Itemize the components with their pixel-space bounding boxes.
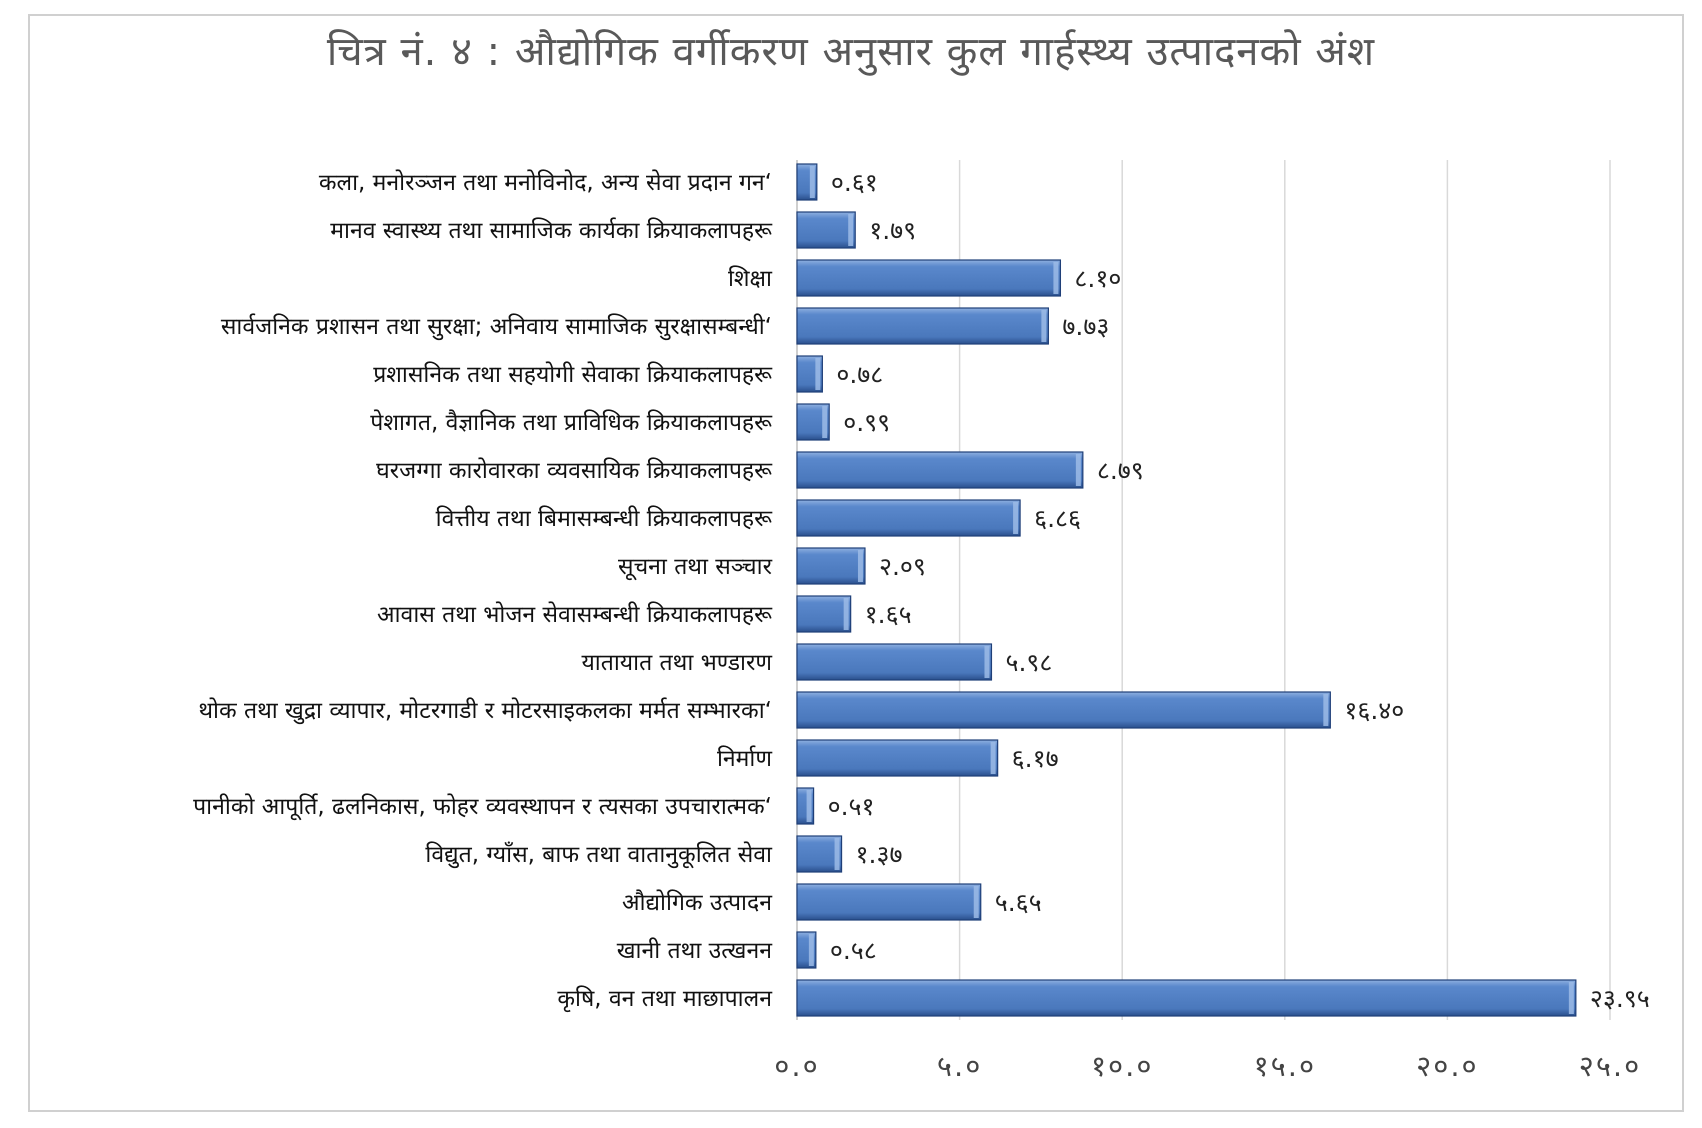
- bar-bevel: [1323, 694, 1329, 726]
- bar-group: [796, 643, 993, 681]
- category-label: थोक तथा खुद्रा व्यापार, मोटरगाडी र मोटरस…: [198, 697, 772, 725]
- bar-group: [796, 739, 999, 777]
- bar-bevel: [834, 838, 840, 870]
- data-label: ८.७९: [1097, 456, 1144, 485]
- bar-bevel: [990, 742, 996, 774]
- data-label: २.०९: [879, 552, 926, 581]
- bar-group: [796, 691, 1331, 729]
- bar-bevel: [973, 886, 979, 918]
- data-label: १.३७: [856, 840, 903, 869]
- gridlines: [796, 160, 1611, 1020]
- category-label: सूचना तथा सञ्चार: [618, 554, 773, 581]
- category-label: विद्युत, ग्याँस, बाफ तथा वातानुकूलित सेव…: [425, 841, 773, 869]
- data-label: ६.८६: [1034, 504, 1081, 533]
- category-label: पानीको आपूर्ति, ढलनिकास, फोहर व्यवस्थापन…: [193, 793, 772, 821]
- bar: [796, 979, 1577, 1017]
- bar-bevel: [1075, 454, 1081, 486]
- bar: [796, 499, 1021, 537]
- category-label: यातायात तथा भण्डारण: [581, 650, 772, 676]
- category-label: कला, मनोरञ्जन तथा मनोविनोद, अन्य सेवा प्…: [319, 169, 772, 196]
- bar-group: [796, 835, 843, 873]
- data-label: ०.९९: [843, 408, 890, 437]
- chart-title: चित्र नं. ४ : औद्योगिक वर्गीकरण अनुसार क…: [326, 29, 1376, 75]
- category-label: प्रशासनिक तथा सहयोगी सेवाका क्रियाकलापहर…: [373, 361, 773, 388]
- data-label: १.६५: [865, 600, 912, 629]
- bars: [796, 163, 1577, 1017]
- bar-bevel: [1568, 982, 1574, 1014]
- category-label: औद्योगिक उत्पादन: [622, 889, 773, 916]
- bar-bevel: [815, 358, 821, 390]
- labels: ०.० ५.० १०.० १५.० २०.० २५.० कला, मनोरञ्जन तथा …: [193, 168, 1650, 1083]
- x-tick-label: १०.०: [1091, 1049, 1153, 1083]
- category-label: मानव स्वास्थ्य तथा सामाजिक कार्यका क्रिय…: [330, 217, 773, 244]
- data-label: ०.७८: [836, 360, 883, 389]
- bar-bevel: [822, 406, 828, 438]
- bar-bevel: [848, 214, 854, 246]
- bar: [796, 211, 856, 249]
- category-label: आवास तथा भोजन सेवासम्बन्धी क्रियाकलापहरू: [377, 601, 773, 628]
- data-label: ७.७३: [1062, 312, 1109, 341]
- bar-group: [796, 787, 815, 825]
- data-label: ०.६१: [831, 168, 878, 197]
- bar-bevel: [1013, 502, 1019, 534]
- bar: [796, 835, 843, 873]
- bar-bevel: [843, 598, 849, 630]
- x-tick-label: ५.०: [937, 1049, 982, 1083]
- category-label: वित्तीय तथा बिमासम्बन्धी क्रियाकलापहरू: [436, 505, 773, 532]
- bar-group: [796, 883, 982, 921]
- bar-group: [796, 499, 1021, 537]
- data-label: १६.४०: [1344, 696, 1404, 725]
- category-label: निर्माण: [717, 745, 772, 772]
- category-label: सार्वजनिक प्रशासन तथा सुरक्षा; अनिवाय सा…: [221, 313, 772, 341]
- data-label: १.७९: [869, 216, 916, 245]
- bar-group: [796, 547, 866, 585]
- bar-group: [796, 451, 1084, 489]
- bar-group: [796, 211, 856, 249]
- category-label: शिक्षा: [728, 265, 773, 292]
- data-label: ०.५८: [830, 936, 877, 965]
- data-label: ५.९८: [1005, 648, 1052, 677]
- x-tick-label: १५.०: [1254, 1049, 1316, 1083]
- bar-bevel: [984, 646, 990, 678]
- bar-group: [796, 355, 823, 393]
- data-label: ०.५१: [828, 792, 875, 821]
- bar-bevel: [806, 790, 812, 822]
- bar: [796, 643, 993, 681]
- category-label: खानी तथा उत्खनन: [617, 937, 774, 964]
- bar-group: [796, 595, 852, 633]
- bar-group: [796, 403, 830, 441]
- bar-bevel: [808, 934, 814, 966]
- bar: [796, 595, 852, 633]
- data-label: ६.१७: [1012, 744, 1059, 773]
- data-label: ८.१०: [1074, 264, 1121, 293]
- bar-group: [796, 979, 1577, 1017]
- x-tick-label: २५.०: [1579, 1049, 1641, 1083]
- bar-group: [796, 259, 1062, 297]
- bar: [796, 691, 1331, 729]
- bar: [796, 547, 866, 585]
- bar-bevel: [857, 550, 863, 582]
- bar-group: [796, 307, 1049, 345]
- bar: [796, 259, 1062, 297]
- data-label: २३.९५: [1590, 984, 1650, 1013]
- bar: [796, 307, 1049, 345]
- category-label: पेशागत, वैज्ञानिक तथा प्राविधिक क्रियाकल…: [370, 409, 773, 436]
- bar-bevel: [1053, 262, 1059, 294]
- bar-bevel: [1041, 310, 1047, 342]
- category-label: घरजग्गा कारोवारका व्यवसायिक क्रियाकलापहर…: [376, 457, 773, 484]
- data-label: ५.६५: [995, 888, 1042, 917]
- bar: [796, 883, 982, 921]
- bar-group: [796, 931, 817, 969]
- x-tick-label: २०.०: [1416, 1049, 1478, 1083]
- bar: [796, 739, 999, 777]
- bar: [796, 451, 1084, 489]
- bar-group: [796, 163, 818, 201]
- bar-bevel: [809, 166, 815, 198]
- x-tick-label: ०.०: [774, 1049, 819, 1083]
- category-label: कृषि, वन तथा माछापालन: [557, 985, 773, 1013]
